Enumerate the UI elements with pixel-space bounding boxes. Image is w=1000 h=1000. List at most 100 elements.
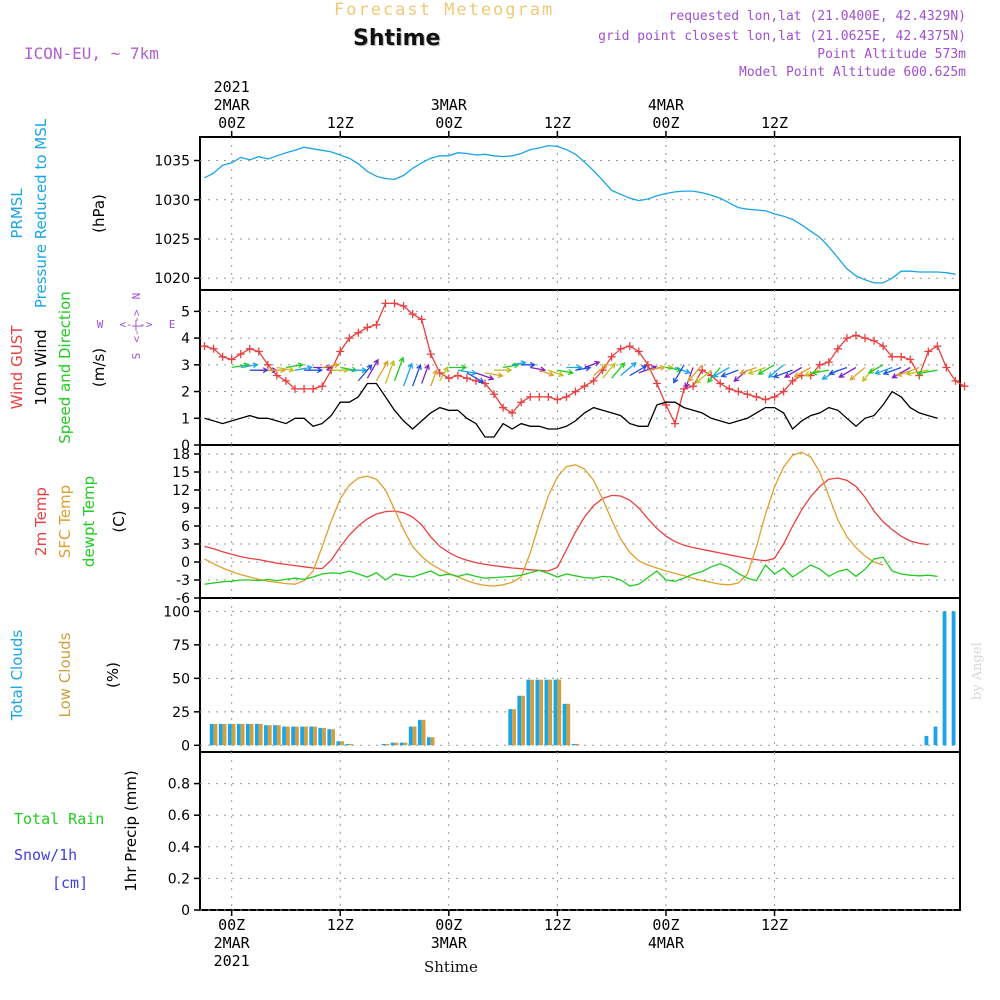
cloud-bar-low xyxy=(430,737,435,746)
gust-marker xyxy=(462,374,471,383)
bottom-date-label: 4MAR xyxy=(648,934,685,952)
wind-arrow xyxy=(276,366,295,373)
gust-marker xyxy=(634,347,643,356)
cloud-bar-low xyxy=(322,727,326,746)
ytick-label-clouds: 100 xyxy=(163,604,190,620)
gust-marker xyxy=(897,352,906,361)
gust-marker xyxy=(680,384,689,393)
top-time-label: 00Z xyxy=(435,114,462,132)
wind-arrow xyxy=(916,369,938,376)
top-date-label: 2MAR xyxy=(214,96,251,114)
cloud-bar-total xyxy=(327,729,332,746)
cloud-bar-low xyxy=(548,679,553,746)
cloud-bar-total xyxy=(544,679,549,746)
series-line-dewpt xyxy=(204,556,938,587)
ytick-label-temperature: 9 xyxy=(181,501,190,517)
gust-marker xyxy=(227,355,236,364)
wind-arrow xyxy=(349,367,368,374)
cloud-bar-low xyxy=(258,723,263,746)
chart-title: Forecast Meteogram xyxy=(334,0,555,20)
gust-marker xyxy=(589,376,598,385)
top-date-label: 3MAR xyxy=(431,96,468,114)
wind-arrow xyxy=(611,361,626,379)
wind-arrow xyxy=(240,362,259,369)
ytick-label-precip: 0.2 xyxy=(168,871,190,887)
model-name: ICON-EU, ~ 7km xyxy=(24,44,159,63)
bottom-time-label: 00Z xyxy=(652,916,679,934)
gust-marker xyxy=(906,355,915,364)
cloud-bar-low xyxy=(421,719,426,746)
bottom-time-label: 12Z xyxy=(327,916,354,934)
ytick-label-temperature: 15 xyxy=(172,465,190,481)
ytick-label-wind: 5 xyxy=(181,304,190,320)
ytick-label-clouds: 0 xyxy=(181,738,190,754)
wind-arrow xyxy=(673,364,685,384)
cloud-bar-low xyxy=(267,725,272,746)
compass-south: S xyxy=(130,353,143,360)
wind-arrow xyxy=(484,372,504,379)
wind-arrow xyxy=(439,366,449,382)
compass-north: N xyxy=(130,293,143,300)
ylabel-temperature: 2m Temp xyxy=(32,487,50,556)
gust-marker xyxy=(318,382,327,391)
gust-marker xyxy=(861,334,869,343)
gust-marker xyxy=(951,376,960,385)
wind-arrow xyxy=(539,369,555,377)
cloud-bar-total xyxy=(942,611,947,746)
gust-marker xyxy=(752,392,761,401)
cloud-bar-low xyxy=(412,726,417,746)
cloud-bar-total xyxy=(264,725,268,746)
gust-marker xyxy=(390,299,399,308)
wind-arrow xyxy=(285,362,305,369)
wind-arrow xyxy=(712,366,730,378)
cloud-bar-total xyxy=(508,709,513,746)
wind-arrow xyxy=(793,366,812,378)
cloud-bar-low xyxy=(394,742,399,746)
wind-arrow xyxy=(521,361,537,368)
ylabel-precip: Total Rain xyxy=(14,810,104,828)
gust-marker xyxy=(345,334,354,343)
wind-arrow xyxy=(867,364,884,374)
cloud-bar-total xyxy=(408,726,413,746)
bottom-year-label: 2021 xyxy=(214,952,250,970)
gust-marker xyxy=(291,384,299,393)
bottom-time-label: 00Z xyxy=(218,916,245,934)
cloud-bar-low xyxy=(530,679,535,746)
wind-arrow xyxy=(849,367,866,381)
gridpoint-coords: grid point closest lon,lat (21.0625E, 42… xyxy=(598,29,966,44)
cloud-bar-total xyxy=(535,679,540,746)
wind-arrow xyxy=(882,366,902,376)
gust-marker xyxy=(354,328,363,337)
top-year-label: 2021 xyxy=(214,78,250,96)
wind-arrow xyxy=(548,369,565,377)
ylabel-wind: Wind GUST xyxy=(8,325,26,410)
wind-arrow xyxy=(674,366,691,375)
ytick-label-wind: 2 xyxy=(181,385,190,401)
gust-marker xyxy=(272,371,281,380)
gust-marker xyxy=(625,342,634,351)
gust-marker xyxy=(770,392,779,401)
gust-marker xyxy=(200,342,209,351)
wind-arrow xyxy=(739,366,757,375)
wind-arrow xyxy=(861,367,875,383)
series-line-wind xyxy=(204,382,938,438)
wind-arrow xyxy=(294,365,314,371)
cloud-bar-low xyxy=(249,723,254,746)
bottom-time-label: 12Z xyxy=(761,916,788,934)
ylabel-pressure: Pressure Reduced to MSL xyxy=(32,118,50,308)
gust-marker xyxy=(453,371,462,380)
gust-marker xyxy=(508,408,517,417)
gust-marker xyxy=(698,366,707,375)
gust-marker xyxy=(281,376,290,385)
cloud-bar-total xyxy=(273,725,277,746)
wind-arrow xyxy=(322,362,341,369)
cloud-bar-total xyxy=(526,679,531,746)
cloud-bar-total xyxy=(300,726,305,746)
top-time-label: 00Z xyxy=(652,114,679,132)
wind-arrow xyxy=(393,356,405,382)
gust-marker xyxy=(870,336,879,345)
ylabel-precip: [cm] xyxy=(52,874,88,892)
ytick-label-wind: 1 xyxy=(181,411,190,427)
station-name: Shtime xyxy=(353,26,441,51)
wind-arrow xyxy=(375,360,389,382)
